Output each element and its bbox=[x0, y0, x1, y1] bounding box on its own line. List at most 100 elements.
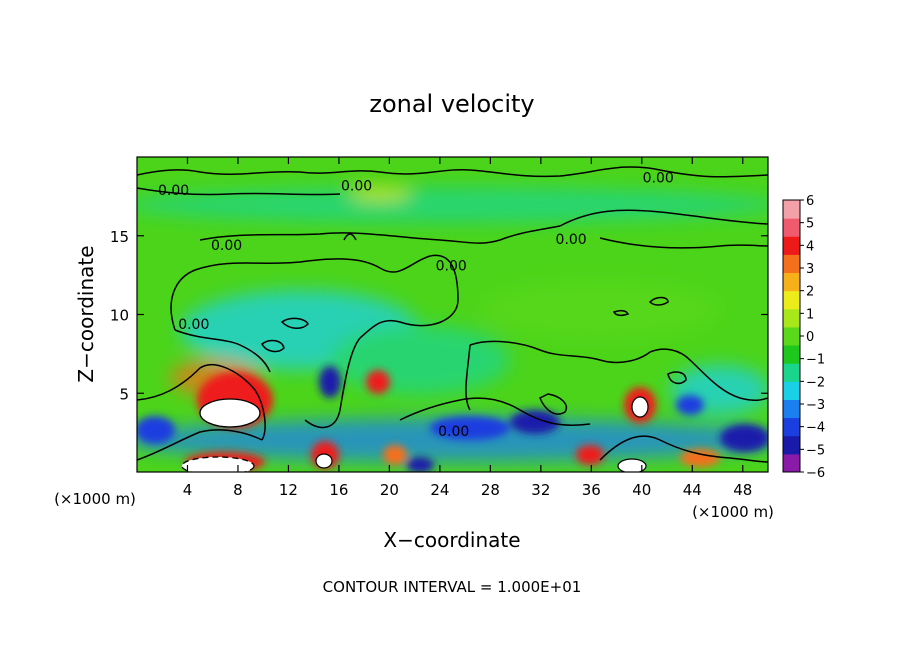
x-axis: 4 8 12 16 20 24 28 32 36 40 44 48 bbox=[183, 157, 752, 499]
colorbar-swatch bbox=[783, 399, 800, 419]
colorbar-swatch bbox=[783, 236, 800, 255]
colorbar-tick-label: −5 bbox=[806, 443, 825, 458]
field-patch-cyan bbox=[480, 280, 720, 340]
contour-label: 0.00 bbox=[341, 178, 372, 194]
x-tick-label: 40 bbox=[632, 481, 651, 499]
zero-contour bbox=[137, 363, 266, 441]
y-tick-label: 5 bbox=[119, 385, 129, 403]
zero-contour bbox=[599, 237, 768, 249]
field-core-neg bbox=[319, 366, 341, 398]
colorbar-swatch bbox=[783, 308, 800, 328]
contour-label: 0.00 bbox=[158, 183, 189, 199]
field-core-pos bbox=[576, 445, 604, 465]
colorbar-tick-label: 6 bbox=[806, 194, 814, 209]
field-core-pos bbox=[680, 449, 720, 467]
colorbar-swatch bbox=[783, 345, 800, 364]
zero-contour bbox=[261, 339, 285, 353]
colorbar-tick-label: 0 bbox=[806, 330, 814, 345]
colorbar-tick-label: −4 bbox=[806, 421, 825, 436]
x-axis-unit-right: (×1000 m) bbox=[692, 503, 774, 521]
field-max-white bbox=[199, 398, 261, 428]
zero-contour bbox=[343, 233, 357, 241]
colorbar-swatch bbox=[783, 218, 800, 237]
colorbar-swatch bbox=[783, 272, 800, 292]
colorbar-swatch bbox=[783, 417, 800, 437]
field-band-upper bbox=[137, 187, 768, 223]
contour-label: 0.00 bbox=[436, 259, 467, 275]
colorbar-swatch bbox=[783, 200, 800, 219]
field-core-neg bbox=[510, 410, 560, 434]
color-field bbox=[137, 166, 768, 472]
zero-contour bbox=[170, 254, 459, 339]
zero-contour bbox=[599, 435, 768, 463]
zero-contour bbox=[137, 166, 768, 178]
x-tick-label: 32 bbox=[531, 481, 550, 499]
zero-contour bbox=[174, 329, 271, 373]
colorbar-swatch bbox=[783, 453, 800, 473]
field-core-neg bbox=[406, 457, 434, 472]
zero-contour bbox=[649, 348, 768, 402]
colorbar-tick-label: −3 bbox=[806, 398, 825, 413]
y-axis: 5 10 15 bbox=[110, 228, 768, 403]
colorbar-swatch bbox=[783, 381, 800, 400]
contour-interval-note: CONTOUR INTERVAL = 1.000E+01 bbox=[323, 578, 582, 596]
contour-labels: 0.00 0.00 0.00 0.00 0.00 0.00 0.00 0.00 bbox=[158, 170, 674, 440]
x-tick-label: 24 bbox=[430, 481, 449, 499]
field-core-neg bbox=[720, 424, 768, 452]
x-tick-label: 36 bbox=[582, 481, 601, 499]
zero-contour bbox=[539, 393, 567, 415]
colorbar-tick-label: −2 bbox=[806, 375, 825, 390]
colorbar-tick-label: 4 bbox=[806, 239, 814, 254]
y-axis-label: Z−coordinate bbox=[74, 245, 98, 382]
x-tick-label: 20 bbox=[380, 481, 399, 499]
zero-contour bbox=[399, 397, 591, 426]
contour-label: 0.00 bbox=[178, 317, 209, 333]
x-tick-label: 48 bbox=[733, 481, 752, 499]
colorbar-swatch bbox=[783, 363, 800, 382]
zero-contour bbox=[667, 371, 687, 385]
y-tick-label: 10 bbox=[110, 307, 129, 325]
field-patch-cyan bbox=[330, 325, 510, 395]
colorbar: −6 −5 −4 −3 −2 −1 0 1 2 3 4 5 6 bbox=[782, 194, 825, 481]
contour-label: 0.00 bbox=[211, 238, 242, 254]
field-max-white bbox=[631, 396, 649, 418]
x-axis-unit-left: (×1000 m) bbox=[54, 490, 136, 508]
x-tick-label: 16 bbox=[329, 481, 348, 499]
zero-contour bbox=[612, 309, 630, 317]
zero-contour bbox=[280, 317, 309, 329]
colorbar-tick-label: −1 bbox=[806, 353, 825, 368]
colorbar-tick-label: 5 bbox=[806, 217, 814, 232]
zero-contour bbox=[648, 296, 669, 306]
zero-contour bbox=[559, 209, 768, 227]
field-core-neg bbox=[137, 416, 175, 444]
y-tick-label: 15 bbox=[110, 228, 129, 246]
x-tick-label: 28 bbox=[481, 481, 500, 499]
chart-title: zonal velocity bbox=[369, 90, 534, 118]
contour-label: 0.00 bbox=[643, 170, 674, 186]
x-tick-label: 44 bbox=[683, 481, 702, 499]
colorbar-tick-label: 2 bbox=[806, 285, 814, 300]
field-max-white bbox=[181, 456, 255, 472]
field-core-pos bbox=[383, 445, 407, 465]
x-axis-label: X−coordinate bbox=[383, 528, 520, 552]
zero-contour bbox=[465, 344, 471, 411]
colorbar-swatch bbox=[783, 290, 800, 310]
field-patch-yellow bbox=[350, 187, 410, 199]
colorbar-swatch bbox=[783, 254, 800, 274]
colorbar-swatch bbox=[783, 326, 800, 346]
zero-contours bbox=[137, 166, 768, 463]
zero-contour bbox=[137, 429, 263, 461]
field-core-neg bbox=[430, 416, 510, 440]
zero-contour bbox=[199, 225, 561, 244]
colorbar-swatch bbox=[783, 435, 800, 455]
contour-label: 0.00 bbox=[438, 424, 469, 440]
colorbar-tick-label: −6 bbox=[806, 466, 825, 481]
colorbar-tick-label: 1 bbox=[806, 307, 814, 322]
field-core-neg bbox=[676, 395, 704, 415]
field-max-white bbox=[315, 453, 333, 469]
zero-contour bbox=[304, 337, 361, 429]
zero-contour bbox=[137, 187, 341, 196]
x-tick-label: 4 bbox=[183, 481, 193, 499]
field-max-white bbox=[617, 458, 647, 472]
